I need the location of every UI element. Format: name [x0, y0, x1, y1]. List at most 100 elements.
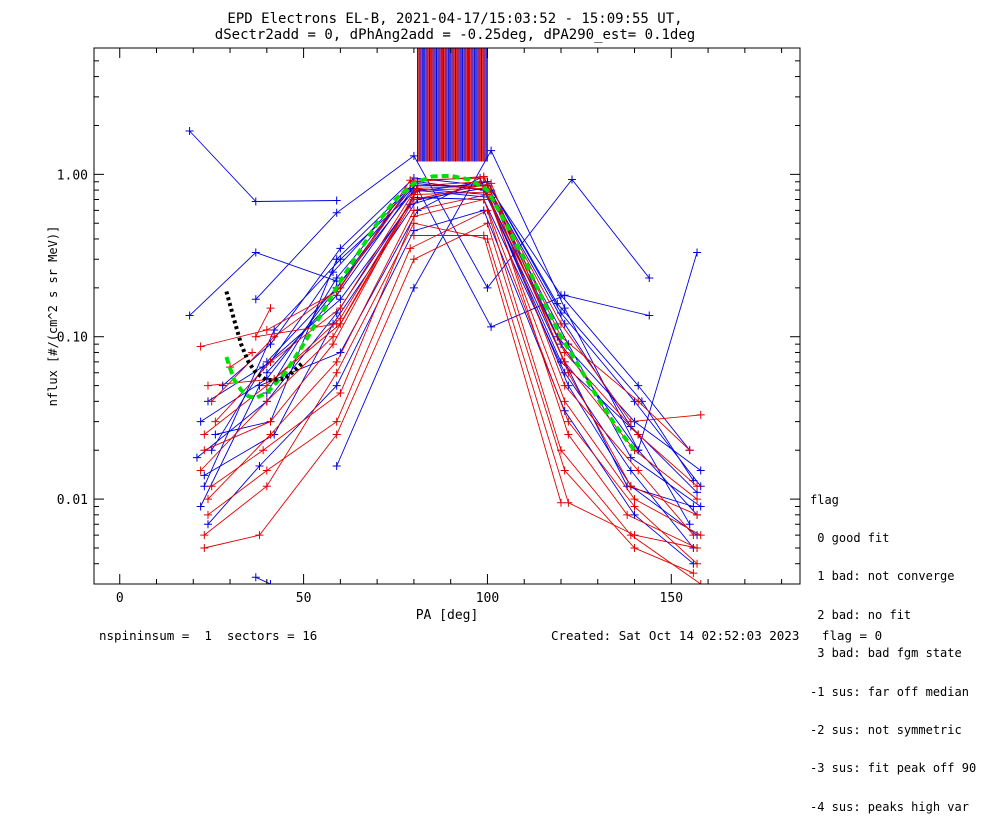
data-point [336, 389, 345, 398]
data-point [483, 283, 492, 292]
data-point [211, 430, 220, 439]
data-point [685, 446, 694, 455]
data-point [634, 466, 643, 475]
data-point [196, 342, 205, 351]
data-point [556, 291, 565, 300]
data-point [487, 179, 496, 188]
data-point [406, 244, 415, 253]
data-point [630, 495, 639, 504]
data-point [568, 175, 577, 184]
data-point [196, 417, 205, 426]
data-point [564, 430, 573, 439]
flag-legend: flag 0 good fit 1 bad: not converge 2 ba… [810, 468, 976, 826]
data-point [332, 208, 341, 217]
data-point [332, 381, 341, 390]
series-line [229, 352, 253, 368]
data-point [487, 146, 496, 155]
series-line [207, 194, 701, 536]
y-tick-label: 1.00 [57, 168, 88, 183]
data-point [409, 151, 418, 160]
data-point [564, 498, 573, 507]
data-point [693, 543, 702, 552]
y-tick-label: 0.01 [57, 493, 88, 508]
data-point [479, 173, 488, 182]
data-point [200, 482, 209, 491]
data-point [266, 304, 275, 313]
data-point [626, 531, 635, 540]
data-point [696, 466, 705, 475]
data-point [329, 332, 338, 341]
data-point [634, 381, 643, 390]
legend-item: 2 bad: no fit [810, 607, 912, 622]
data-point [560, 406, 569, 415]
data-point [630, 510, 639, 519]
data-point [623, 510, 632, 519]
legend-item: 3 bad: bad fgm state [810, 646, 962, 661]
data-layer [185, 48, 705, 584]
series-line [211, 198, 698, 565]
series-line [211, 177, 691, 451]
data-point [262, 397, 271, 406]
data-point [259, 446, 268, 455]
data-point [336, 304, 345, 313]
data-point [207, 397, 216, 406]
data-point [564, 417, 573, 426]
data-point [192, 453, 201, 462]
data-point [693, 559, 702, 568]
data-point [336, 244, 345, 253]
data-point [634, 397, 643, 406]
data-point [332, 273, 341, 282]
data-point [483, 206, 492, 215]
data-point [203, 381, 212, 390]
data-point [203, 520, 212, 529]
data-point [251, 332, 260, 341]
series-line [204, 222, 698, 549]
series-line [336, 149, 698, 467]
data-point [693, 248, 702, 257]
data-point [693, 482, 702, 491]
data-point [200, 543, 209, 552]
data-point [696, 410, 705, 419]
footer-left: nspininsum = 1 sectors = 16 [99, 628, 318, 643]
data-point [696, 502, 705, 511]
series-line [207, 209, 701, 584]
y-tick-label: 0.10 [57, 331, 88, 346]
data-point [560, 348, 569, 357]
data-point [626, 466, 635, 475]
x-tick-label: 100 [476, 591, 499, 606]
series-line [222, 177, 698, 493]
data-point [248, 348, 257, 357]
series-line [255, 576, 271, 584]
data-point [266, 430, 275, 439]
series-line [207, 209, 694, 565]
data-point [409, 206, 418, 215]
data-point [556, 319, 565, 328]
data-point [200, 531, 209, 540]
series-line [413, 235, 562, 503]
data-point [207, 482, 216, 491]
data-point [332, 461, 341, 470]
data-point [255, 461, 264, 470]
data-point [207, 446, 216, 455]
data-point [262, 482, 271, 491]
data-point [332, 357, 341, 366]
fit-curve-secondary [224, 290, 305, 383]
data-point [203, 510, 212, 519]
data-point [270, 326, 279, 335]
data-point [255, 531, 264, 540]
data-point [645, 273, 654, 282]
data-point [251, 573, 260, 582]
data-point [560, 466, 569, 475]
data-point [262, 381, 271, 390]
data-point [332, 255, 341, 264]
data-point [693, 510, 702, 519]
data-point [332, 368, 341, 377]
data-point [560, 304, 569, 313]
legend-item: -1 sus: far off median [810, 684, 969, 699]
data-point [409, 255, 418, 264]
data-point [483, 219, 492, 228]
data-point [336, 295, 345, 304]
data-point [332, 430, 341, 439]
series-line [214, 181, 698, 487]
data-point [630, 502, 639, 511]
